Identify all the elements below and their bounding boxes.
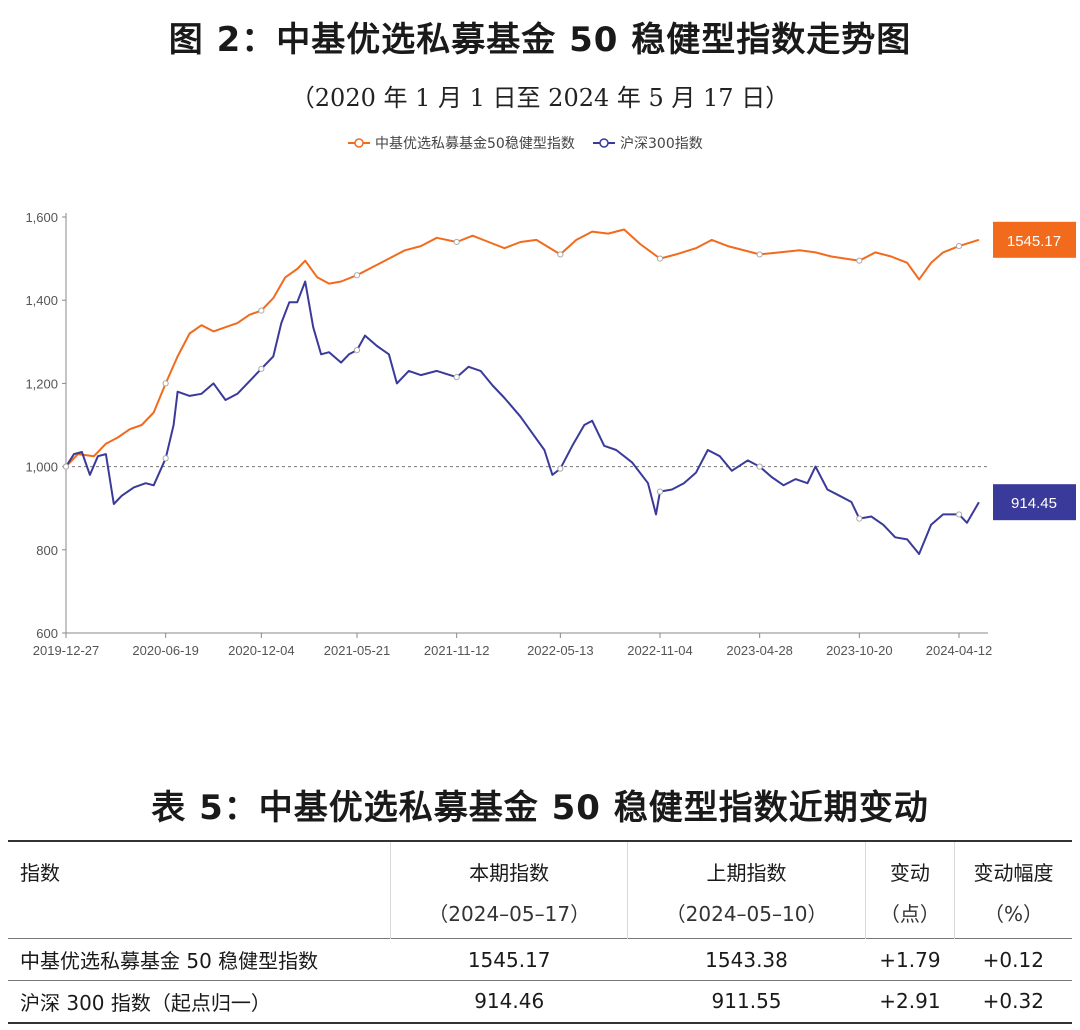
series-point-marker <box>62 463 70 470</box>
x-tick-label: 2021-05-21 <box>324 643 391 658</box>
table-title: 表 5：中基优选私募基金 50 稳健型指数近期变动 <box>151 788 929 828</box>
series-point-marker <box>258 307 265 314</box>
series-point-marker <box>955 243 963 250</box>
series-point-marker <box>856 515 863 522</box>
legend-label: 沪深300指数 <box>620 136 703 152</box>
header-change-pct-unit: （%） <box>954 886 1072 939</box>
row-change-pct: +0.32 <box>982 989 1044 1014</box>
x-tick-label: 2020-06-19 <box>132 643 199 658</box>
series-line-2 <box>65 280 980 555</box>
y-tick-label: 1,200 <box>25 376 58 391</box>
series-point-marker <box>162 380 169 387</box>
y-tick-label: 1,600 <box>25 210 58 225</box>
series-line-1 <box>65 228 980 468</box>
table-header-subrow: （2024–05–17） （2024–05–10） （点） （%） <box>8 886 1072 939</box>
end-value-badge <box>993 221 1076 258</box>
row-index-name: 沪深 300 指数（起点归一） <box>20 990 271 1015</box>
header-index-sub <box>8 886 391 939</box>
table-row: 沪深 300 指数（起点归一） 914.46 911.55 +2.91 +0.3… <box>8 980 1072 1023</box>
series-point-marker <box>453 374 460 381</box>
x-tick-label: 2024-04-12 <box>926 643 993 658</box>
row-current-value: 1545.17 <box>467 947 551 972</box>
row-previous-value: 1543.38 <box>705 947 788 972</box>
row-change: +1.79 <box>879 947 941 972</box>
series-point-marker <box>856 257 863 264</box>
header-current: 本期指数 <box>389 841 628 886</box>
header-change-unit: （点） <box>864 886 955 939</box>
y-tick-label: 600 <box>36 626 58 641</box>
x-tick-label: 2020-12-04 <box>228 643 295 658</box>
series-point-marker <box>453 238 460 246</box>
x-tick-label: 2022-05-13 <box>527 643 594 658</box>
table-row: 中基优选私募基金 50 稳健型指数 1545.17 1543.38 +1.79 … <box>8 938 1072 981</box>
header-previous-date: （2024–05–10） <box>627 886 866 939</box>
row-change: +2.91 <box>879 989 941 1014</box>
legend-swatch-marker <box>599 138 609 148</box>
y-tick-label: 1,400 <box>25 293 58 308</box>
series-point-marker <box>955 511 963 518</box>
x-tick-label: 2022-11-04 <box>627 643 693 658</box>
series-point-marker <box>557 465 564 472</box>
y-tick-label: 800 <box>36 543 58 558</box>
series-point-marker <box>162 455 169 462</box>
series-point-marker <box>656 255 664 262</box>
series-point-marker <box>353 272 361 279</box>
header-current-date: （2024–05–17） <box>389 886 628 939</box>
end-value-label: 1545.17 <box>1007 233 1061 250</box>
row-index-name: 中基优选私募基金 50 稳健型指数 <box>20 949 319 973</box>
legend-swatch-marker <box>354 138 364 148</box>
x-tick-label: 2021-11-12 <box>424 643 490 658</box>
series-point-marker <box>557 251 564 258</box>
line-chart: 600 800 1,000 1,200 1,400 1,600 2019-12-27 2020… <box>25 135 1076 658</box>
row-previous-value: 911.55 <box>711 989 782 1014</box>
legend-label: 中基优选私募基金50稳健型指数 <box>375 135 575 152</box>
index-change-table: 指数 本期指数 上期指数 变动 变动幅度 （2024–05–17） （2024–… <box>8 840 1072 1024</box>
x-tick-label: 2019-12-27 <box>33 643 100 658</box>
end-value-label: 914.45 <box>1011 495 1057 512</box>
series-point-marker <box>258 365 265 372</box>
series-point-marker <box>756 463 763 470</box>
header-change: 变动 <box>864 841 955 886</box>
header-index: 指数 <box>20 861 60 885</box>
end-value-badge <box>993 484 1076 521</box>
x-tick-label: 2023-10-20 <box>826 643 893 658</box>
series-point-marker <box>353 347 361 354</box>
x-tick-label: 2023-04-28 <box>726 643 793 658</box>
figure-subtitle: （2020 年 1 月 1 日至 2024 年 5 月 17 日） <box>290 84 790 112</box>
series-point-marker <box>656 488 664 495</box>
row-change-pct: +0.12 <box>982 947 1044 972</box>
header-previous: 上期指数 <box>627 841 866 886</box>
table-header-row: 指数 本期指数 上期指数 变动 变动幅度 <box>8 841 1072 886</box>
series-point-marker <box>756 251 763 258</box>
header-change-pct: 变动幅度 <box>954 841 1072 886</box>
row-current-value: 914.46 <box>474 989 545 1014</box>
figure-title: 图 2：中基优选私募基金 50 稳健型指数走势图 <box>168 20 912 60</box>
y-tick-label: 1,000 <box>25 460 58 475</box>
